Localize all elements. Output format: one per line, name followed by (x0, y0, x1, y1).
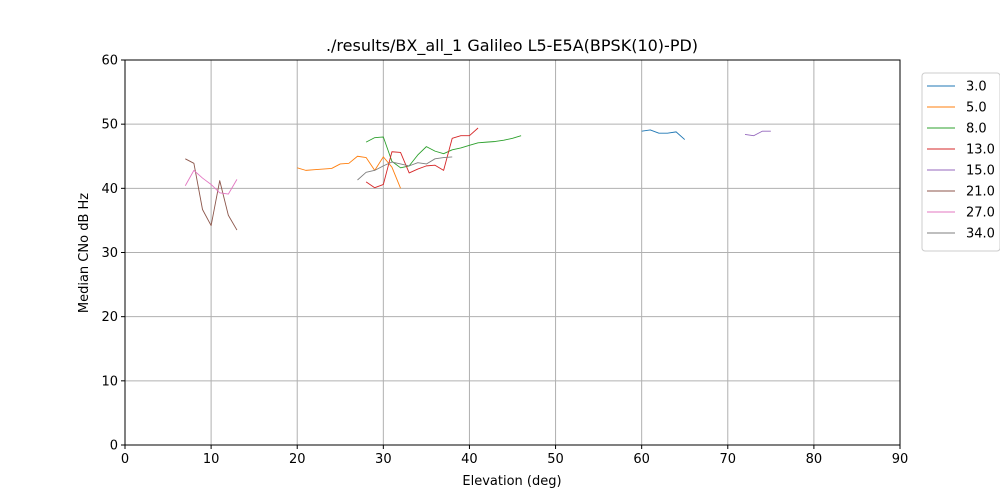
x-tick-label: 20 (289, 452, 306, 467)
x-tick-label: 30 (375, 452, 392, 467)
x-tick-label: 90 (892, 452, 909, 467)
legend-label-27-0: 27.0 (966, 206, 995, 221)
y-tick-label: 60 (101, 54, 118, 69)
series-line-5-0 (297, 155, 401, 189)
series-layer (184, 127, 771, 231)
x-axis-label: Elevation (deg) (462, 474, 561, 489)
legend-label-8-0: 8.0 (966, 122, 987, 137)
y-tick-label: 0 (110, 439, 118, 454)
x-tick-label: 80 (806, 452, 823, 467)
series-line-34-0 (357, 156, 453, 181)
legend-label-34-0: 34.0 (966, 227, 995, 242)
series-line-27-0 (184, 169, 238, 195)
series-line-13-0 (365, 127, 479, 189)
ticks: 0 10 20 30 40 50 60 70 80 90 0 10 20 30 40 50 60 (101, 54, 908, 468)
series-line-3-0 (641, 129, 686, 140)
chart-title: ./results/BX_all_1 Galileo L5-E5A(BPSK(1… (326, 36, 698, 56)
x-tick-label: 60 (633, 452, 650, 467)
series-line-21-0 (185, 158, 238, 231)
y-tick-label: 10 (101, 374, 118, 389)
legend-box (921, 72, 1000, 252)
legend-label-13-0: 13.0 (966, 143, 995, 158)
y-tick-label: 50 (101, 118, 118, 133)
legend-label-5-0: 5.0 (966, 101, 987, 116)
x-tick-label: 10 (203, 452, 220, 467)
legend-label-3-0: 3.0 (966, 80, 987, 95)
legend-label-15-0: 15.0 (966, 164, 995, 179)
y-tick-label: 40 (101, 182, 118, 197)
y-axis-label: Median CNo dB Hz (77, 193, 92, 313)
x-tick-label: 50 (547, 452, 564, 467)
series-line-8-0 (365, 135, 522, 169)
legend-label-21-0: 21.0 (966, 185, 995, 200)
x-tick-label: 70 (720, 452, 737, 467)
x-tick-label: 0 (121, 452, 129, 467)
x-tick-label: 40 (461, 452, 478, 467)
legend: 3.0 5.0 8.0 13.0 15.0 21.0 27.0 34.0 (921, 72, 1000, 252)
series-line-15-0 (744, 130, 771, 137)
y-tick-label: 20 (101, 310, 118, 325)
y-tick-label: 30 (101, 246, 118, 261)
